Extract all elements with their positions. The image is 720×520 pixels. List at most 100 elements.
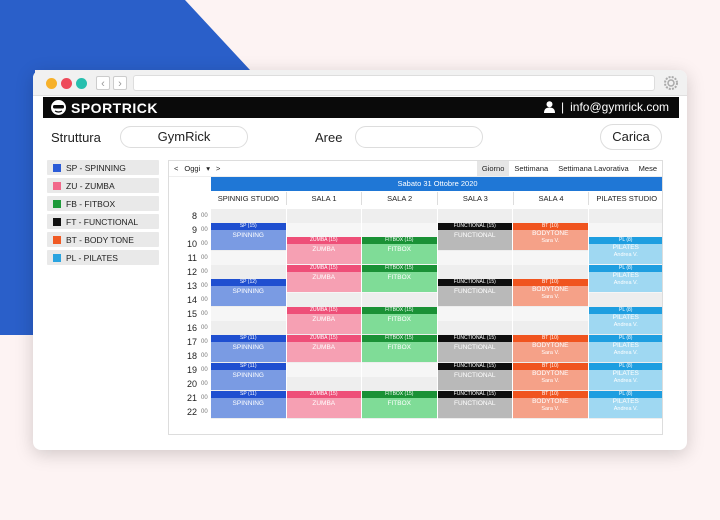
class-event[interactable]: FITBOX (15) FITBOX — [362, 237, 437, 264]
date-dropdown-icon[interactable]: ▾ — [206, 164, 210, 173]
time-slot[interactable] — [286, 363, 361, 377]
time-slot[interactable] — [211, 209, 286, 223]
legend-item-fb[interactable]: FB - FITBOX — [47, 196, 159, 211]
legend-item-sp[interactable]: SP - SPINNING — [47, 160, 159, 175]
address-bar[interactable] — [133, 75, 655, 91]
legend-item-bt[interactable]: BT - BODY TONE — [47, 232, 159, 247]
view-tab-1[interactable]: Settimana — [514, 164, 549, 173]
class-event[interactable]: SP (11) SPINNING — [211, 335, 286, 362]
time-slot[interactable] — [513, 307, 588, 321]
view-tab-0[interactable]: Giorno — [476, 161, 510, 176]
gear-icon[interactable] — [663, 75, 679, 91]
prev-day-button[interactable]: < — [174, 164, 179, 173]
time-slot[interactable] — [286, 223, 361, 237]
hour-label: 8 — [191, 211, 197, 221]
legend-swatch — [53, 235, 61, 244]
today-button[interactable]: Oggi — [184, 164, 201, 173]
back-arrow-icon[interactable]: ‹ — [96, 76, 110, 90]
class-event[interactable]: BT (10) BODYTONE Sara V. — [513, 363, 588, 390]
time-slot[interactable] — [362, 209, 437, 223]
time-slot[interactable] — [588, 223, 662, 237]
window-maximize-dot[interactable] — [76, 78, 87, 89]
hour-label: 9 — [191, 225, 197, 235]
class-event[interactable]: BT (10) BODYTONE Sara V. — [513, 391, 588, 418]
time-slot[interactable] — [437, 307, 512, 321]
event-title: ZUMBA — [312, 400, 336, 407]
class-event[interactable]: FITBOX (15) FITBOX — [362, 335, 437, 362]
view-tab-2[interactable]: Settimana Lavorativa — [558, 164, 629, 173]
event-header: PL (8) — [588, 363, 662, 370]
event-header: BT (10) — [513, 335, 588, 342]
aree-select[interactable] — [355, 126, 483, 148]
legend-label: FB - FITBOX — [66, 198, 116, 209]
time-slot[interactable] — [211, 307, 286, 321]
struttura-select[interactable]: GymRick — [120, 126, 248, 148]
time-slot[interactable] — [286, 209, 361, 223]
time-slot[interactable] — [437, 265, 512, 279]
user-area[interactable]: | info@gymrick.com — [544, 100, 669, 114]
time-slot[interactable] — [437, 251, 512, 265]
window-close-dot[interactable] — [61, 78, 72, 89]
view-tab-3[interactable]: Mese — [638, 164, 657, 173]
carica-button[interactable]: Carica — [600, 124, 662, 150]
time-slot[interactable] — [286, 293, 361, 307]
forward-arrow-icon[interactable]: › — [113, 76, 127, 90]
class-event[interactable]: SP (15) SPINNING — [211, 223, 286, 250]
time-slot[interactable] — [362, 223, 437, 237]
class-event[interactable]: PL (8) PILATES Andrea V. — [588, 307, 662, 334]
event-title: PILATES — [612, 398, 639, 405]
time-slot[interactable] — [286, 377, 361, 391]
class-event[interactable]: ZUMBA (15) ZUMBA — [286, 237, 361, 264]
class-event[interactable]: FITBOX (15) FITBOX — [362, 307, 437, 334]
time-slot[interactable] — [211, 321, 286, 335]
class-event[interactable]: BT (10) BODYTONE Sara V. — [513, 223, 588, 250]
class-event[interactable]: FUNCTIONAL (15) FUNCTIONAL — [437, 363, 512, 390]
class-event[interactable]: FITBOX (15) FITBOX — [362, 265, 437, 292]
time-slot[interactable] — [588, 293, 662, 307]
class-event[interactable]: FUNCTIONAL (15) FUNCTIONAL — [437, 335, 512, 362]
time-slot[interactable] — [588, 209, 662, 223]
time-slot[interactable] — [362, 363, 437, 377]
time-slot[interactable] — [513, 251, 588, 265]
class-event[interactable]: SP (11) SPINNING — [211, 391, 286, 418]
time-slot[interactable] — [513, 209, 588, 223]
class-event[interactable]: ZUMBA (15) ZUMBA — [286, 307, 361, 334]
class-event[interactable]: BT (10) BODYTONE Sara V. — [513, 335, 588, 362]
minute-label: 00 — [201, 283, 208, 289]
aree-label: Aree — [315, 130, 343, 145]
event-header: BT (10) — [513, 391, 588, 398]
time-slot[interactable] — [211, 265, 286, 279]
event-title: FITBOX — [387, 344, 411, 351]
time-slot[interactable] — [211, 251, 286, 265]
class-event[interactable]: FUNCTIONAL (15) FUNCTIONAL — [437, 279, 512, 306]
class-event[interactable]: FUNCTIONAL (15) FUNCTIONAL — [437, 391, 512, 418]
class-event[interactable]: SP (12) SPINNING — [211, 279, 286, 306]
class-event[interactable]: FUNCTIONAL (15) FUNCTIONAL — [437, 223, 512, 250]
class-event[interactable]: PL (8) PILATES Andrea V. — [588, 265, 662, 292]
class-event[interactable]: FITBOX (15) FITBOX — [362, 391, 437, 418]
time-slot[interactable] — [437, 209, 512, 223]
legend-item-zu[interactable]: ZU - ZUMBA — [47, 178, 159, 193]
class-event[interactable]: ZUMBA (15) ZUMBA — [286, 265, 361, 292]
class-event[interactable]: ZUMBA (15) ZUMBA — [286, 391, 361, 418]
legend-label: PL - PILATES — [66, 252, 118, 263]
event-header: FITBOX (15) — [362, 265, 437, 272]
class-event[interactable]: PL (8) PILATES Andrea V. — [588, 363, 662, 390]
class-event[interactable]: PL (8) PILATES Andrea V. — [588, 237, 662, 264]
browser-chrome: ‹ › — [33, 70, 687, 96]
window-minimize-dot[interactable] — [46, 78, 57, 89]
class-event[interactable]: ZUMBA (15) ZUMBA — [286, 335, 361, 362]
class-event[interactable]: PL (8) PILATES Andrea V. — [588, 391, 662, 418]
time-slot[interactable] — [513, 265, 588, 279]
class-event[interactable]: PL (8) PILATES Andrea V. — [588, 335, 662, 362]
time-slot[interactable] — [513, 321, 588, 335]
class-event[interactable]: BT (10) BODYTONE Sara V. — [513, 279, 588, 306]
legend-item-pl[interactable]: PL - PILATES — [47, 250, 159, 265]
time-slot[interactable] — [437, 321, 512, 335]
time-slot[interactable] — [362, 377, 437, 391]
next-day-button[interactable]: > — [216, 164, 221, 173]
time-slot[interactable] — [362, 293, 437, 307]
brand-logo[interactable]: SPORTRICK — [50, 99, 158, 116]
class-event[interactable]: SP (11) SPINNING — [211, 363, 286, 390]
legend-item-ft[interactable]: FT - FUNCTIONAL — [47, 214, 159, 229]
